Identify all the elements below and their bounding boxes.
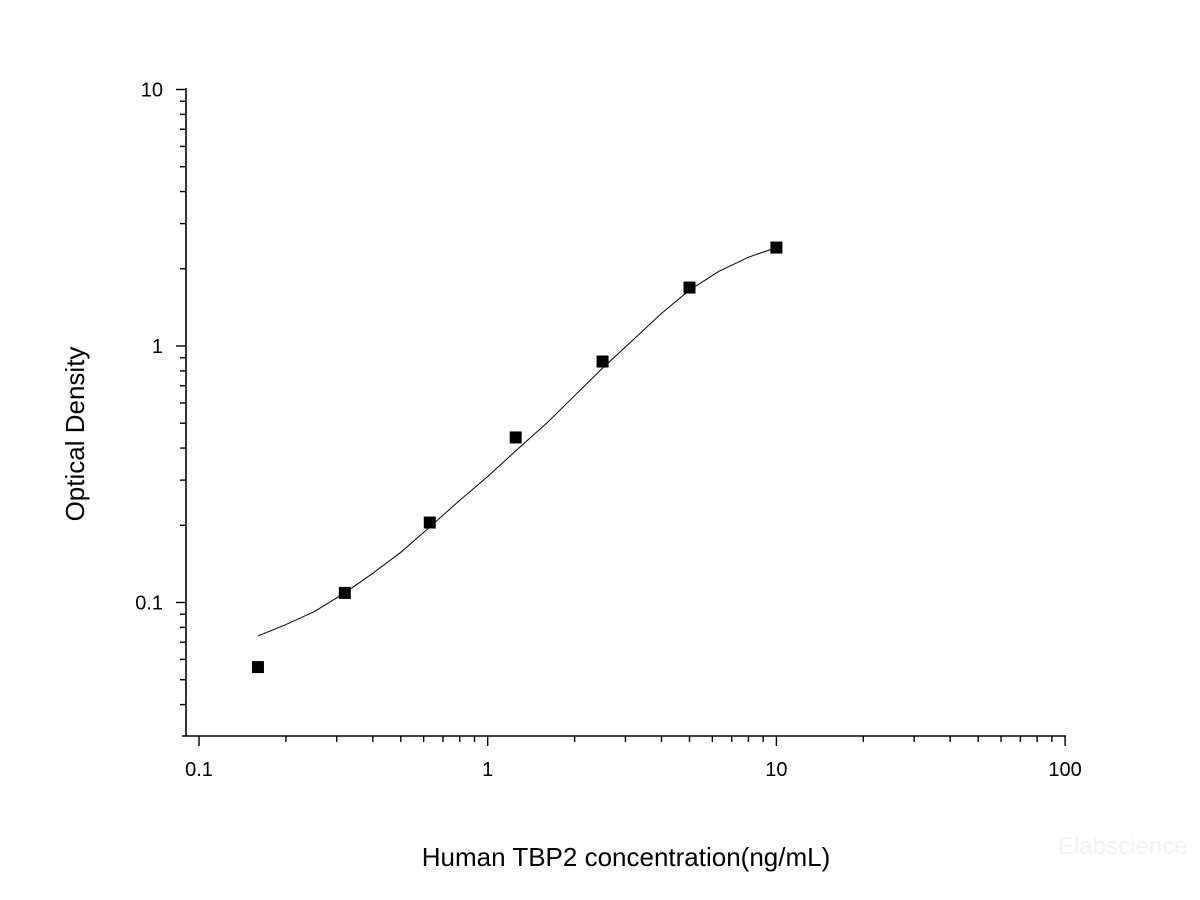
plot-area bbox=[251, 241, 783, 674]
x-tick-label: 0.1 bbox=[185, 759, 213, 781]
x-axis-title: Human TBP2 concentration(ng/mL) bbox=[422, 842, 831, 872]
y-tick-label: 10 bbox=[141, 80, 163, 102]
x-tick-label: 10 bbox=[765, 759, 787, 781]
axes bbox=[182, 88, 1066, 737]
y-tick-label: 1 bbox=[152, 336, 163, 358]
watermark: Elabscience bbox=[1058, 833, 1187, 860]
data-point bbox=[509, 431, 522, 444]
data-point bbox=[423, 516, 436, 529]
x-tick-label: 100 bbox=[1048, 759, 1081, 781]
y-axis-title: Optical Density bbox=[60, 347, 90, 522]
data-point bbox=[596, 355, 609, 368]
tick-labels: 0.1 1 10 100 0.1 1 10 bbox=[135, 80, 1082, 782]
data-point bbox=[683, 281, 696, 294]
ticks bbox=[176, 88, 1066, 746]
data-point bbox=[338, 586, 351, 599]
data-point bbox=[770, 241, 783, 254]
x-tick-label: 1 bbox=[482, 759, 493, 781]
data-point bbox=[251, 661, 264, 674]
y-tick-label: 0.1 bbox=[135, 593, 163, 615]
